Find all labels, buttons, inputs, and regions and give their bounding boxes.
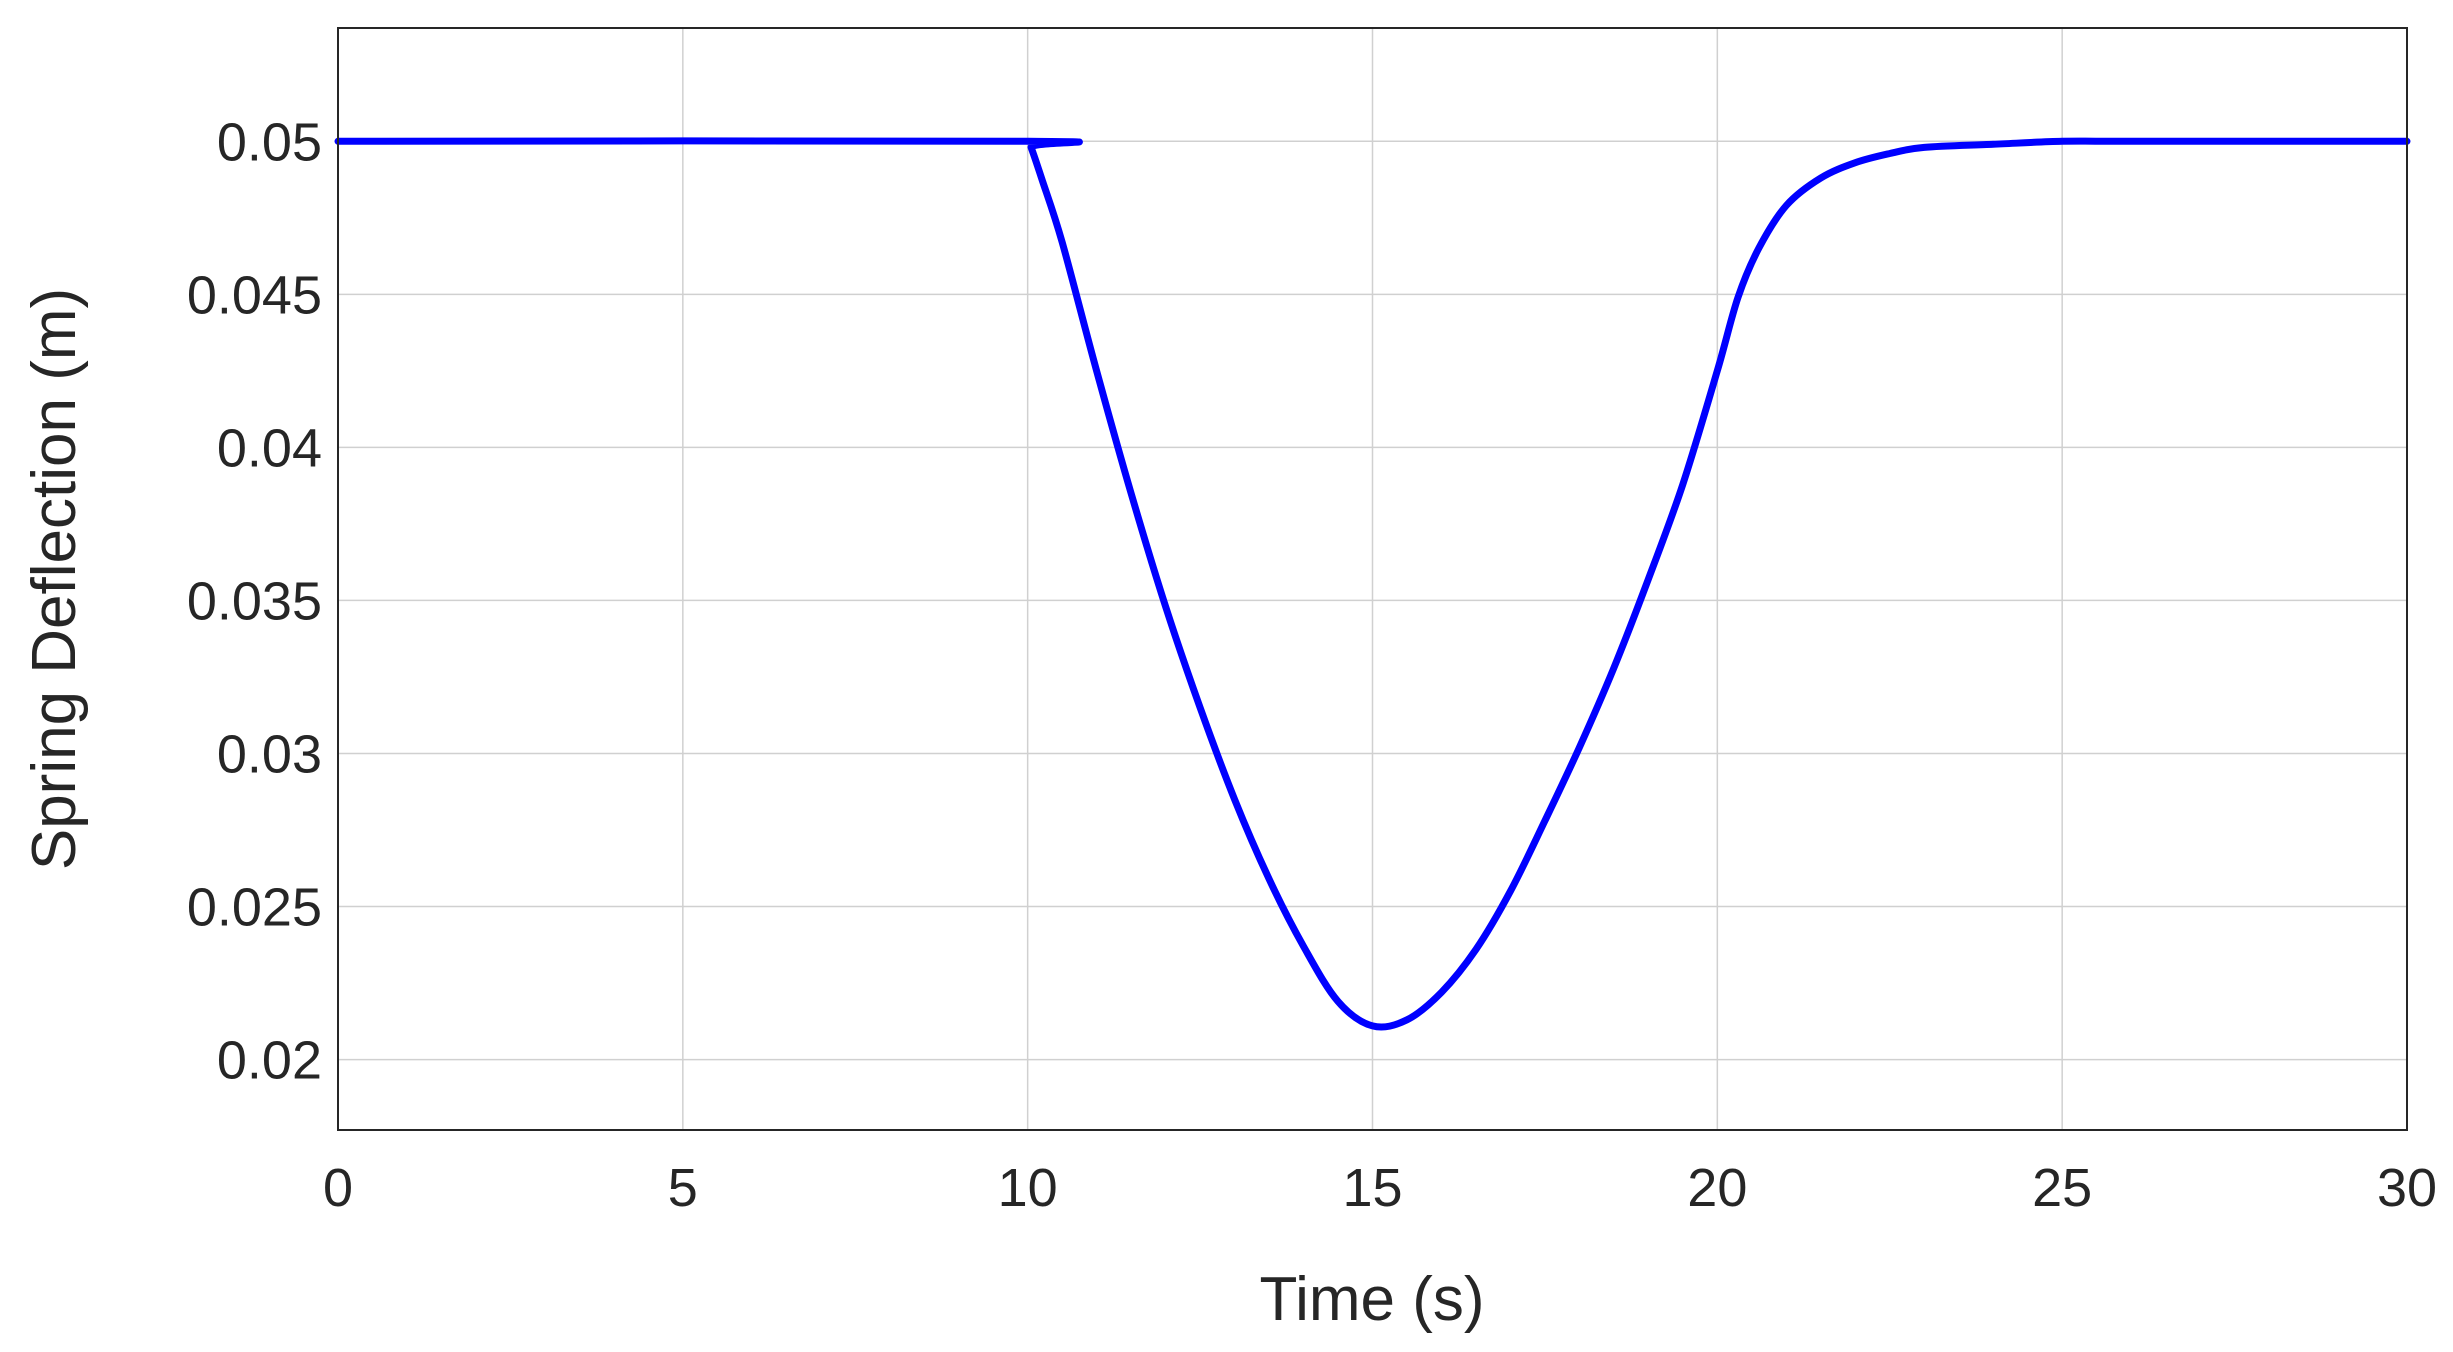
y-tick-label: 0.05 xyxy=(217,112,322,172)
series-layer xyxy=(334,137,2411,1031)
y-tick-label: 0.04 xyxy=(217,418,322,478)
grid-lines xyxy=(337,28,2408,1130)
y-tick-label: 0.025 xyxy=(187,878,322,938)
y-tick-label: 0.02 xyxy=(217,1031,322,1091)
x-tick-label: 0 xyxy=(323,1158,353,1218)
plot-frame xyxy=(337,27,2408,1131)
x-tick-labels: 0 5 10 15 20 25 30 xyxy=(323,1158,2437,1218)
series-line xyxy=(334,137,2411,1031)
x-tick-label: 15 xyxy=(1342,1158,1402,1218)
x-tick-label: 25 xyxy=(2032,1158,2092,1218)
x-tick-label: 10 xyxy=(998,1158,1058,1218)
y-tick-label: 0.045 xyxy=(187,265,322,325)
x-axis-label: Time (s) xyxy=(1260,1265,1485,1334)
y-axis-label: Spring Deflection (m) xyxy=(20,288,89,870)
y-tick-label: 0.035 xyxy=(187,571,322,631)
x-tick-label: 5 xyxy=(668,1158,698,1218)
y-tick-labels: 0.02 0.025 0.03 0.035 0.04 0.045 0.05 xyxy=(187,112,322,1090)
x-tick-label: 30 xyxy=(2377,1158,2437,1218)
x-tick-label: 20 xyxy=(1687,1158,1747,1218)
y-tick-label: 0.03 xyxy=(217,724,322,784)
